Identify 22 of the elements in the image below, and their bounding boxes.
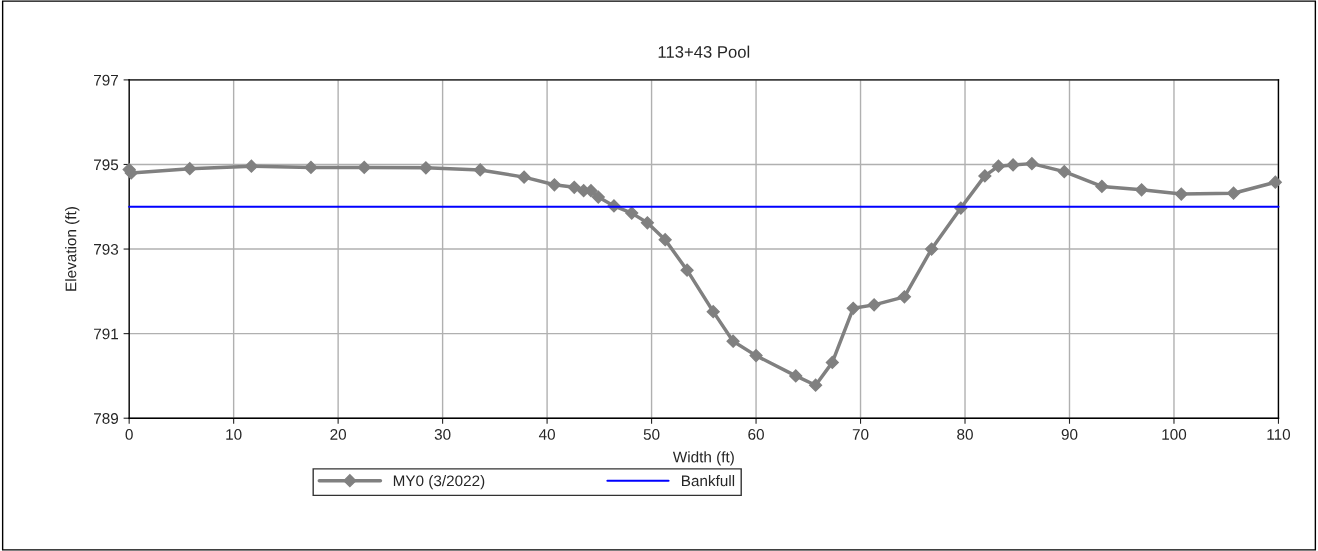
y-axis-title: Elevation (ft) <box>65 207 80 291</box>
x-axis-title: Width (ft) <box>672 451 734 466</box>
y-tick-label: 795 <box>94 159 119 171</box>
y-tick-label: 797 <box>94 74 118 86</box>
y-tick-label: 789 <box>94 413 119 424</box>
x-tick-label: 70 <box>852 429 869 440</box>
x-tick-label: 60 <box>748 429 764 440</box>
x-tick-label: 80 <box>957 429 973 440</box>
x-tick-label: 90 <box>1061 429 1078 440</box>
x-tick-label: 110 <box>1267 429 1291 440</box>
x-tick-label: 10 <box>226 429 242 440</box>
x-tick-label: 40 <box>538 429 555 440</box>
legend-label: MY0 (3/2022) <box>393 475 485 490</box>
y-tick-label: 793 <box>94 243 119 255</box>
x-tick-label: 0 <box>125 429 133 440</box>
x-tick-label: 50 <box>643 429 660 440</box>
legend-label: Bankfull <box>682 475 735 487</box>
x-tick-label: 20 <box>330 429 347 440</box>
chart-title: 113+43 Pool <box>658 45 750 58</box>
x-tick-label: 30 <box>434 429 451 440</box>
x-tick-label: 100 <box>1162 429 1187 440</box>
y-tick-label: 791 <box>94 328 118 340</box>
